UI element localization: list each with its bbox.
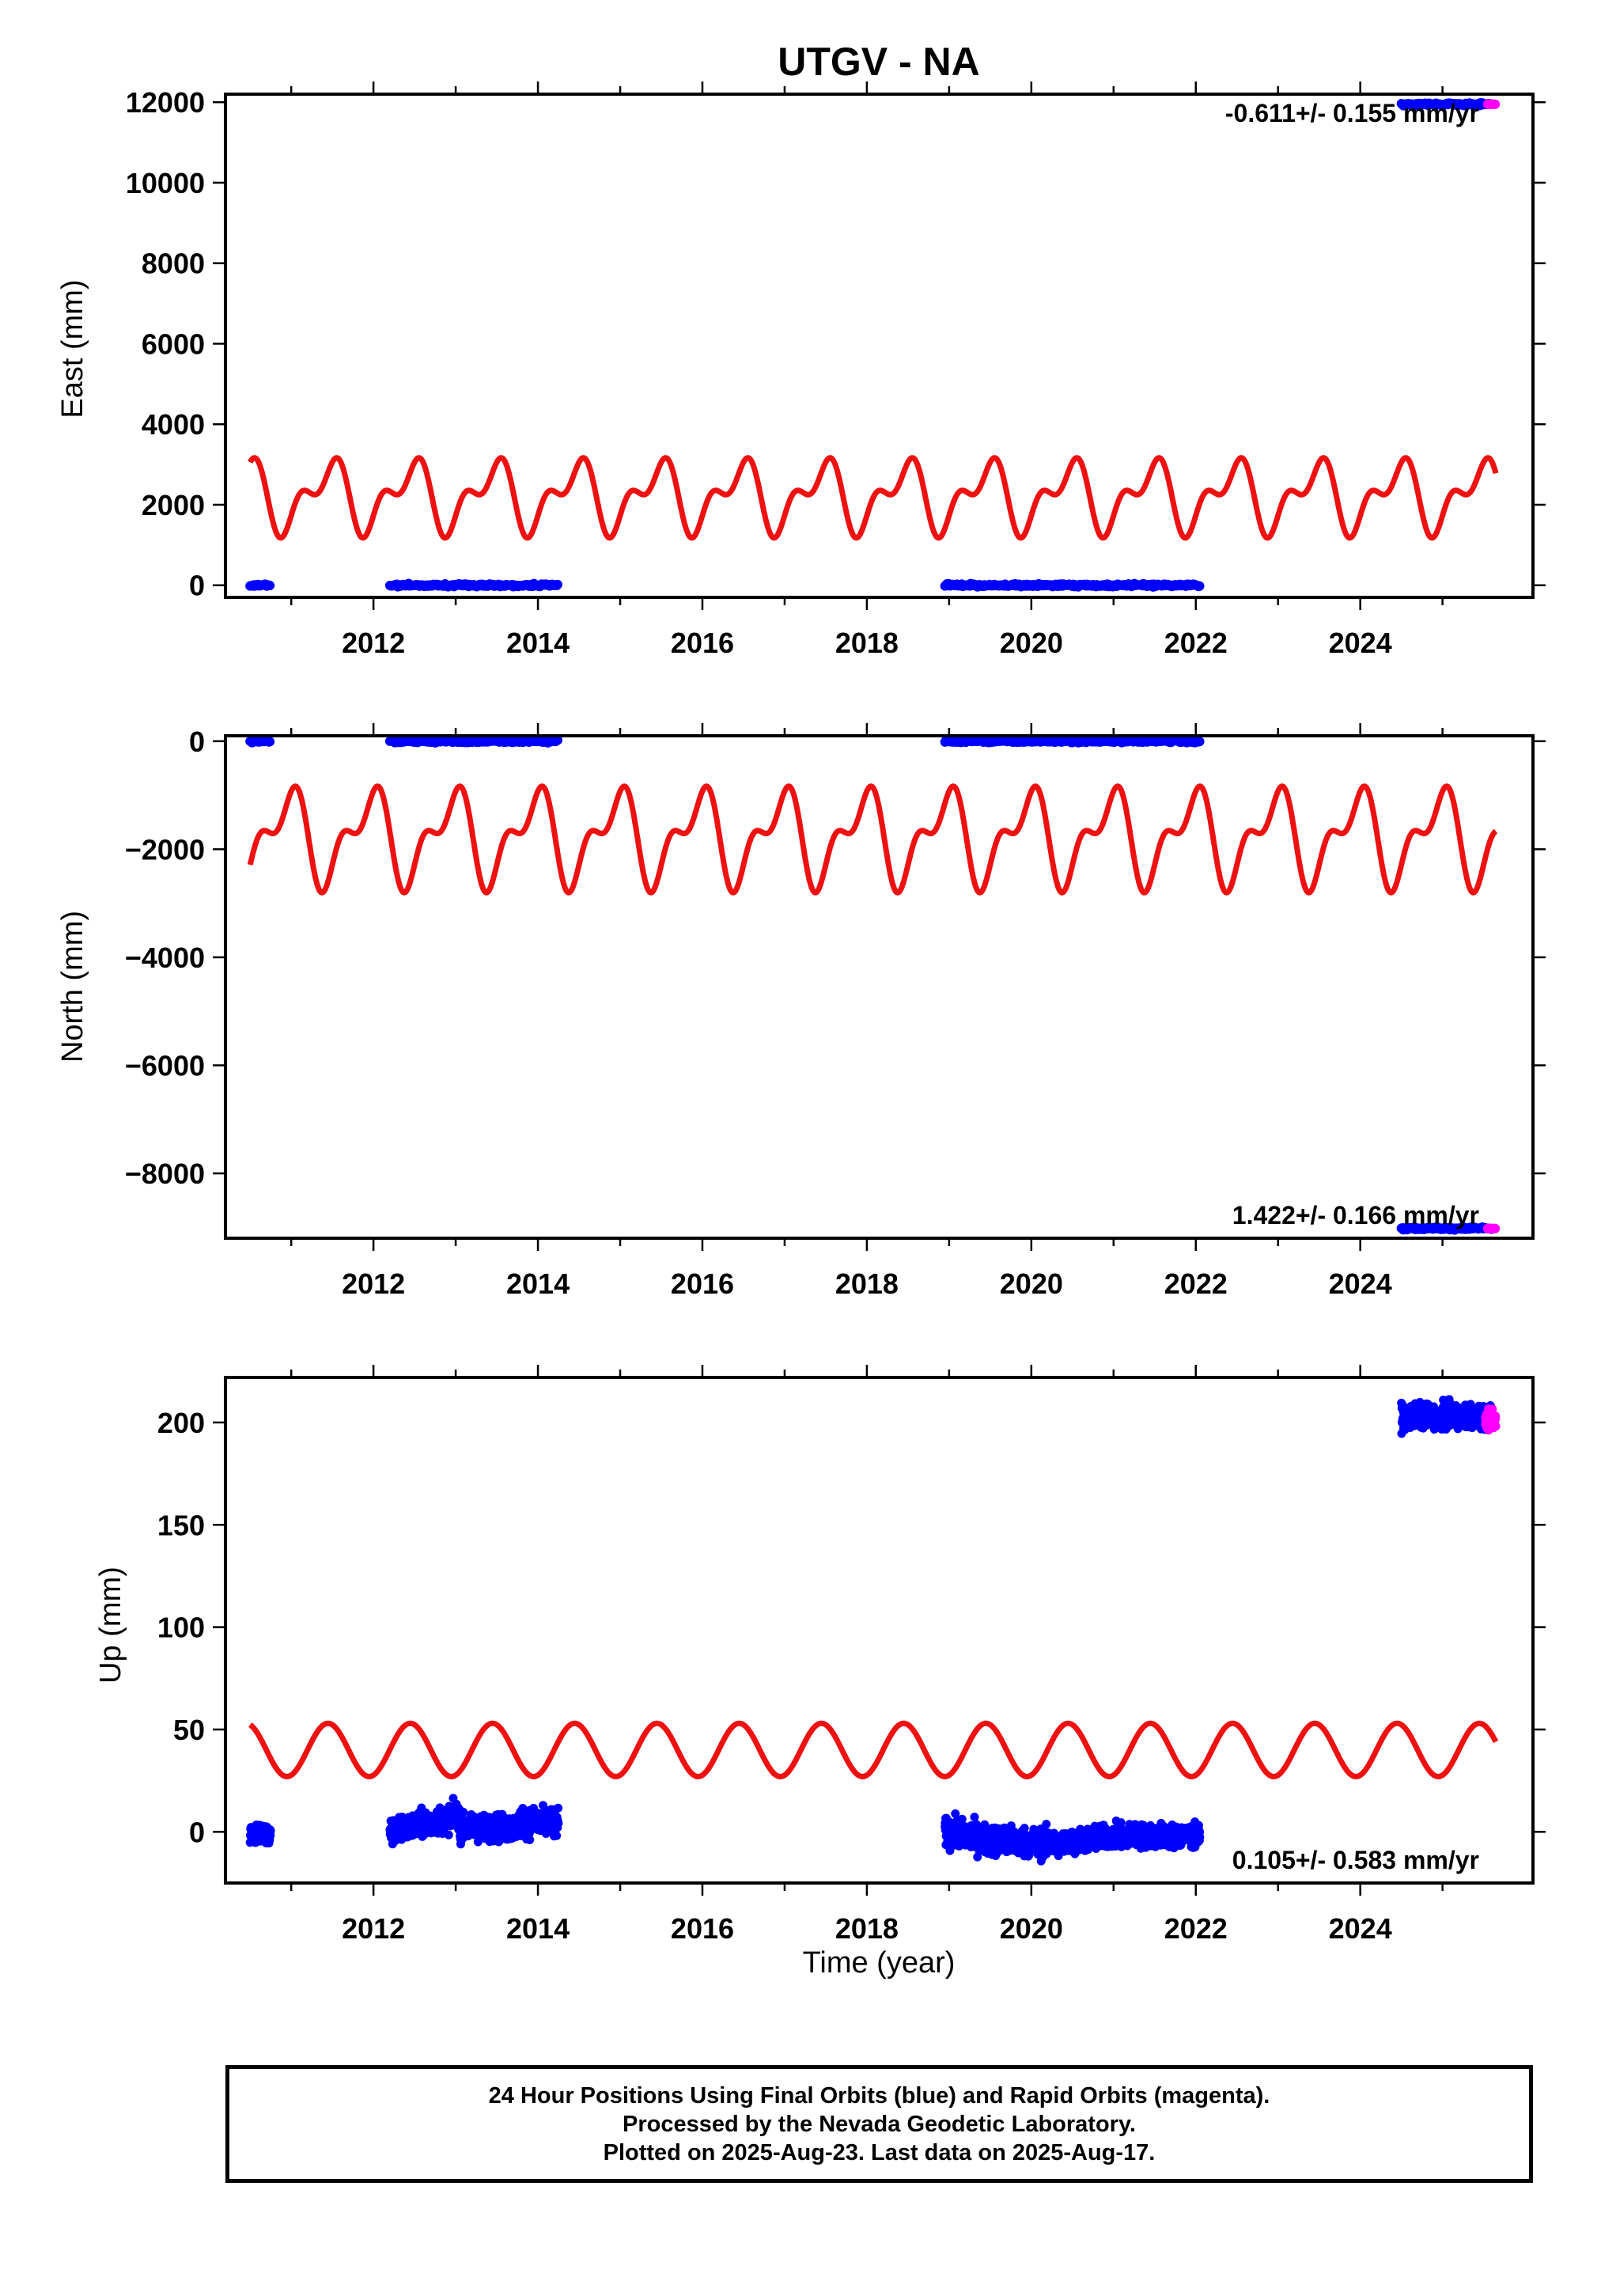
y-tick-label: 200 bbox=[157, 1407, 205, 1439]
panel-up: Up (mm) Time (year) 2012 2014 2016 2018 2020… bbox=[94, 1365, 1546, 1980]
x-axis-label: Time (year) bbox=[803, 1946, 956, 1980]
final-orbit-point bbox=[444, 1830, 453, 1839]
final-orbit-point bbox=[970, 1813, 979, 1822]
final-orbit-point bbox=[951, 1809, 960, 1818]
y-axis-label-east: East (mm) bbox=[56, 279, 89, 418]
x-tick-label: 2018 bbox=[835, 1912, 899, 1945]
y-tick-label: 0 bbox=[189, 570, 205, 602]
x-tick-label: 2022 bbox=[1164, 1267, 1228, 1300]
plot-area-north bbox=[245, 736, 1501, 1235]
model-fit-line bbox=[248, 1720, 1499, 1779]
caption-line-2: Processed by the Nevada Geodetic Laborat… bbox=[623, 2111, 1136, 2137]
plot-area-up bbox=[245, 1395, 1501, 1866]
y-tick-label: 10000 bbox=[126, 167, 205, 199]
y-tick-label: 12000 bbox=[126, 86, 205, 119]
y-tick-label: 4000 bbox=[142, 408, 205, 441]
y-tick-label: 150 bbox=[157, 1509, 205, 1541]
x-tick-label: 2012 bbox=[342, 1912, 405, 1945]
x-tick-label: 2024 bbox=[1329, 1267, 1392, 1300]
panel-north: North (mm) 2012 2014 2016 2018 2020 2022 2024 0… bbox=[56, 723, 1546, 1300]
x-tick-label: 2020 bbox=[1000, 1912, 1063, 1945]
final-orbit-point bbox=[1194, 581, 1205, 591]
x-tick-label: 2024 bbox=[1329, 1912, 1392, 1945]
y-tick-label: 2000 bbox=[142, 489, 205, 521]
x-tick-label: 2016 bbox=[671, 1912, 734, 1945]
y-axis-label-north: North (mm) bbox=[56, 911, 89, 1063]
y-tick-label: 0 bbox=[189, 1816, 205, 1848]
y-tick-label: 6000 bbox=[142, 328, 205, 360]
final-orbit-point bbox=[553, 579, 563, 589]
x-tick-label: 2016 bbox=[671, 627, 734, 659]
y-tick-label: −4000 bbox=[125, 942, 205, 974]
rapid-orbit-point bbox=[1490, 99, 1501, 109]
model-fit-line bbox=[248, 455, 1499, 541]
x-tick-label: 2014 bbox=[506, 1267, 570, 1300]
final-orbit-point bbox=[1020, 1824, 1029, 1833]
rate-label-east: -0.611+/- 0.155 mm/yr bbox=[1225, 99, 1479, 127]
y-axis-label-up: Up (mm) bbox=[94, 1567, 127, 1684]
model-fit-line bbox=[247, 783, 1499, 896]
final-orbit-point bbox=[552, 1831, 562, 1840]
final-orbit-point bbox=[1042, 1820, 1051, 1829]
y-tick-label: 100 bbox=[157, 1612, 205, 1644]
y-tick-label: 50 bbox=[173, 1714, 205, 1746]
x-tick-label: 2014 bbox=[506, 627, 570, 659]
y-tick-label: −6000 bbox=[125, 1050, 205, 1082]
final-orbit-point bbox=[1195, 1832, 1205, 1842]
final-orbit-point bbox=[554, 1819, 563, 1828]
chart-title: UTGV - NA bbox=[778, 40, 980, 84]
final-orbit-point bbox=[525, 1835, 535, 1844]
rapid-orbit-point bbox=[1491, 1414, 1501, 1423]
final-orbit-point bbox=[459, 1807, 468, 1817]
final-orbit-point bbox=[265, 737, 275, 747]
final-orbit-point bbox=[1194, 1821, 1203, 1830]
final-orbit-point bbox=[957, 1814, 967, 1824]
x-tick-label: 2020 bbox=[1000, 1267, 1063, 1300]
x-tick-label: 2012 bbox=[342, 1267, 405, 1300]
plot-area-east bbox=[245, 98, 1501, 592]
y-tick-label: −2000 bbox=[125, 833, 205, 866]
x-tick-label: 2012 bbox=[342, 627, 405, 659]
final-orbit-point bbox=[554, 1803, 563, 1813]
y-tick-label: 8000 bbox=[142, 248, 205, 280]
x-tick-label: 2014 bbox=[506, 1912, 570, 1945]
x-tick-label: 2018 bbox=[835, 627, 899, 659]
x-tick-label: 2022 bbox=[1164, 1912, 1228, 1945]
plot-frame-north bbox=[224, 734, 1535, 1240]
final-orbit-point bbox=[1116, 1818, 1126, 1828]
plot-frame-east bbox=[224, 93, 1535, 599]
final-orbit-point bbox=[1415, 1397, 1425, 1407]
y-tick-label: −8000 bbox=[125, 1157, 205, 1190]
caption-line-1: 24 Hour Positions Using Final Orbits (bl… bbox=[488, 2082, 1270, 2108]
final-orbit-point bbox=[266, 1826, 275, 1836]
rate-label-up: 0.105+/- 0.583 mm/yr bbox=[1232, 1846, 1479, 1874]
panel-east: East (mm) 2012 2014 2016 2018 2020 2022 2024 0 2… bbox=[56, 81, 1546, 659]
caption-line-3: Plotted on 2025-Aug-23. Last data on 202… bbox=[603, 2139, 1156, 2165]
x-tick-label: 2018 bbox=[835, 1267, 899, 1300]
rapid-orbit-point bbox=[1491, 1422, 1501, 1431]
final-orbit-point bbox=[265, 580, 275, 590]
plot-frame-up bbox=[224, 1376, 1535, 1885]
x-tick-label: 2024 bbox=[1329, 627, 1392, 659]
x-tick-label: 2016 bbox=[671, 1267, 734, 1300]
y-tick-label: 0 bbox=[189, 726, 205, 758]
x-tick-label: 2020 bbox=[1000, 627, 1063, 659]
final-orbit-point bbox=[553, 736, 563, 745]
rate-label-north: 1.422+/- 0.166 mm/yr bbox=[1232, 1201, 1479, 1229]
final-orbit-point bbox=[1194, 737, 1205, 747]
caption-box: 24 Hour Positions Using Final Orbits (bl… bbox=[225, 2065, 1533, 2183]
rapid-orbit-point bbox=[1490, 1223, 1501, 1233]
x-tick-label: 2022 bbox=[1164, 627, 1228, 659]
